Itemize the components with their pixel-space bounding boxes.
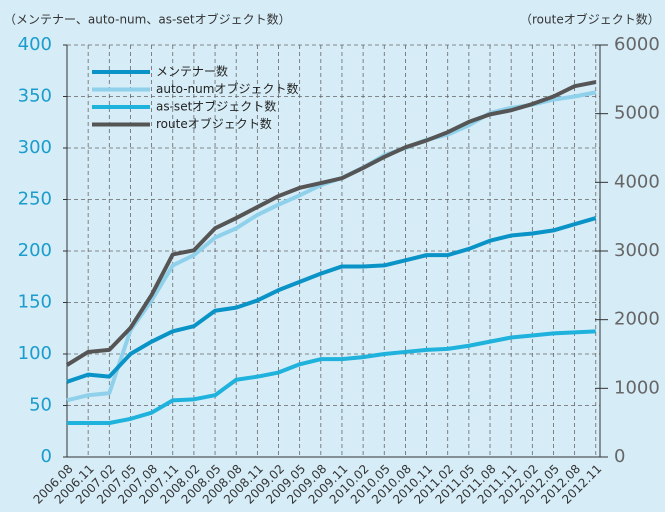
legend-label: auto-numオブジェクト数 — [156, 81, 298, 96]
y2-tick-label: 5000 — [614, 103, 660, 124]
y2-tick-label: 1000 — [614, 377, 660, 398]
y2-tick-label: 0 — [614, 446, 625, 467]
legend-label: メンテナー数 — [156, 64, 228, 79]
series-line — [66, 216, 597, 384]
y-tick-label: 400 — [18, 34, 52, 55]
legend-label: routeオブジェクト数 — [156, 116, 272, 131]
y-tick-label: 350 — [18, 86, 52, 107]
y2-title: （routeオブジェクト数） — [520, 12, 660, 27]
y-tick-label: 100 — [18, 343, 52, 364]
y2-tick-label: 2000 — [614, 309, 660, 330]
y2-tick-label: 4000 — [614, 171, 660, 192]
series-line — [67, 329, 596, 426]
series-line — [65, 80, 597, 367]
y-tick-label: 150 — [18, 292, 52, 313]
y-tick-label: 300 — [18, 137, 52, 158]
y-tick-label: 0 — [41, 446, 52, 467]
y-tick-label: 50 — [29, 395, 52, 416]
y-tick-label: 250 — [18, 189, 52, 210]
legend-label: as-setオブジェクト数 — [156, 99, 276, 114]
y-tick-label: 200 — [18, 240, 52, 261]
y2-tick-label: 3000 — [614, 240, 660, 261]
y2-tick-label: 6000 — [614, 34, 660, 55]
chart-title: （メンテナー、auto-num、as-setオブジェクト数） — [4, 12, 291, 27]
